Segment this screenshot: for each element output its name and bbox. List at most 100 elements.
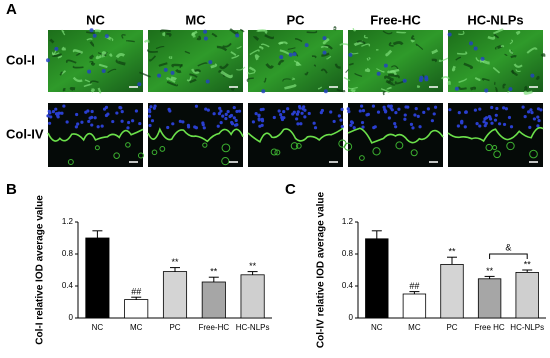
nucleus [528, 125, 532, 129]
fibre [431, 48, 439, 55]
nucleus [60, 111, 64, 115]
significance: ## [131, 287, 141, 297]
fibre [57, 55, 63, 59]
fibre [222, 42, 232, 48]
vessel [94, 145, 100, 151]
nucleus [101, 68, 106, 73]
nucleus [235, 109, 239, 114]
nucleus [426, 107, 431, 111]
vessel [485, 143, 493, 152]
fibre [94, 29, 102, 33]
fibre [216, 45, 228, 52]
fibre [385, 79, 396, 86]
nucleus [393, 122, 397, 126]
panel-label: B [6, 181, 17, 198]
fibre [210, 63, 218, 69]
nucleus [96, 125, 100, 129]
fibre [240, 28, 245, 33]
nucleus [387, 104, 391, 108]
fibre [463, 62, 473, 69]
nucleus [473, 108, 477, 112]
nucleus [527, 110, 531, 114]
nucleus [532, 117, 536, 121]
nucleus [529, 108, 533, 112]
nucleus [170, 70, 175, 75]
nucleus [307, 111, 311, 116]
fibre [336, 88, 346, 93]
nucleus [279, 113, 283, 117]
membrane [147, 127, 244, 143]
nucleus [539, 108, 543, 112]
nucleus [235, 33, 240, 38]
nucleus [361, 108, 366, 113]
nucleus [286, 107, 290, 111]
vessel [493, 150, 501, 159]
fibre [487, 35, 496, 40]
nucleus [149, 105, 153, 109]
nucleus [134, 109, 139, 113]
fibre [220, 70, 233, 79]
fibre [65, 59, 77, 64]
fibre [155, 45, 165, 50]
nucleus [339, 118, 343, 122]
nucleus [413, 113, 417, 117]
nucleus [422, 110, 426, 114]
nucleus [348, 52, 353, 57]
nucleus [131, 119, 135, 123]
bracket [489, 253, 528, 259]
nucleus [163, 67, 168, 72]
nucleus [80, 120, 84, 124]
nucleus [352, 126, 356, 130]
y-axis-label: Col-IV relative IOD average value [316, 191, 327, 348]
fibre [166, 77, 176, 83]
nucleus [487, 114, 492, 119]
nucleus [181, 120, 185, 124]
micrograph [448, 30, 543, 92]
nucleus [257, 118, 261, 122]
nucleus [54, 107, 58, 111]
fibre [72, 49, 84, 54]
fibre [382, 90, 386, 96]
nucleus [218, 106, 222, 110]
vessel [113, 152, 120, 159]
fibre [304, 71, 309, 76]
vessel [395, 141, 404, 150]
nucleus [74, 125, 78, 129]
panel-label: A [6, 1, 17, 18]
fibre [258, 45, 264, 50]
fibre [89, 80, 99, 84]
nucleus [530, 111, 534, 115]
nucleus [403, 117, 407, 121]
nucleus [76, 122, 80, 126]
bar [201, 281, 226, 319]
fibre [509, 49, 514, 55]
fibre [89, 54, 95, 60]
nucleus [340, 124, 344, 129]
nucleus [254, 112, 258, 116]
nucleus [205, 79, 210, 84]
bar [85, 237, 110, 319]
nucleus [416, 114, 420, 118]
nucleus [87, 69, 92, 74]
nucleus [409, 122, 414, 126]
nucleus [433, 105, 438, 109]
nucleus [46, 58, 51, 63]
fibre [326, 55, 332, 60]
fibre [246, 77, 254, 83]
nucleus [296, 122, 300, 126]
fibre [493, 33, 500, 39]
fibre [513, 63, 523, 68]
nucleus [383, 108, 387, 112]
micrograph [48, 103, 143, 167]
nucleus [272, 115, 276, 120]
nucleus [390, 108, 394, 112]
bar [162, 271, 188, 319]
nucleus [295, 117, 299, 121]
nucleus [46, 114, 50, 118]
nucleus [167, 107, 171, 111]
vessel [125, 142, 131, 148]
fibre [196, 35, 202, 41]
nucleus [235, 123, 239, 127]
fibre [410, 38, 415, 43]
